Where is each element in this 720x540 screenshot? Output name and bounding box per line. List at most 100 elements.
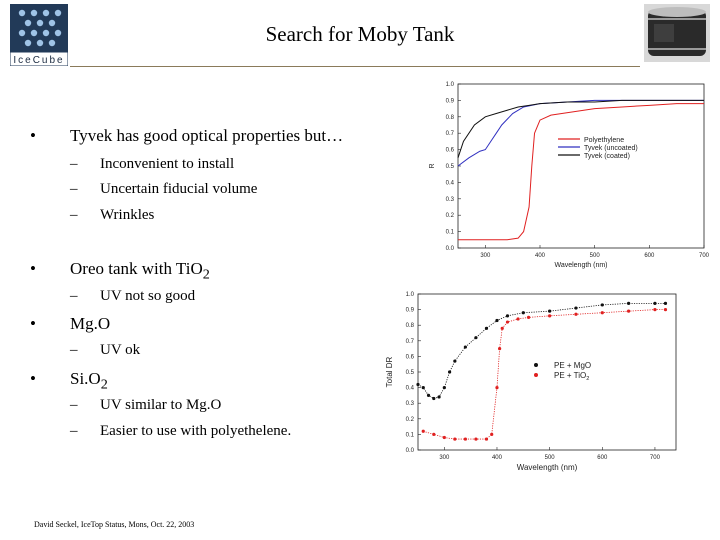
data-point [600, 311, 604, 315]
plot-frame [417, 293, 677, 451]
data-point [437, 395, 441, 399]
tank-photo [644, 4, 710, 62]
x-tick-label: 400 [535, 253, 546, 259]
data-point [453, 437, 457, 441]
svg-text:IceCube: IceCube [13, 55, 64, 66]
y-tick-label: 0.6 [446, 148, 455, 154]
data-point [442, 386, 446, 390]
bullet-dot: • [30, 126, 36, 145]
data-point [432, 396, 436, 401]
data-point [426, 393, 431, 397]
legend-entry: PE + TiO2 [554, 371, 589, 382]
x-tick-label: 500 [590, 253, 601, 259]
data-point [421, 386, 425, 390]
data-point [432, 432, 436, 436]
total-dr-chart: 0.0 0.1 0.2 0.3 0.4 0.5 0.6 0.7 0.8 0.9 1.0 300 400 5… [382, 288, 682, 484]
bullet-label: Oreo tank with TiO2 [70, 259, 210, 283]
data-point [490, 432, 494, 436]
y-tick-label: 0.4 [446, 180, 455, 186]
y-tick-label: 0.8 [446, 115, 455, 121]
y-tick-label: 0.7 [406, 339, 415, 345]
y-tick-label: 0.5 [446, 164, 455, 170]
y-axis-label: R [429, 163, 436, 168]
y-tick-label: 0.4 [406, 386, 415, 392]
data-point [495, 386, 499, 390]
legend-entry: Tyvek (uncoated) [584, 145, 638, 152]
y-tick-label: 0.3 [406, 401, 415, 407]
data-point [663, 308, 668, 312]
y-tick-label: 0.7 [446, 131, 455, 137]
data-point [495, 318, 499, 323]
x-tick-label: 600 [644, 253, 655, 259]
y-tick-label: 0.1 [446, 230, 455, 236]
icecube-logo: IceCube [9, 4, 69, 67]
legend-entry: Polyethylene [584, 137, 624, 144]
slide-title: Search for Moby Tank [265, 22, 455, 46]
data-point [505, 314, 510, 318]
series-trace [417, 302, 666, 399]
data-point [521, 311, 525, 315]
y-tick-label: 0.1 [406, 432, 415, 438]
x-tick-label: 600 [597, 455, 608, 461]
x-tick-label: 300 [480, 253, 491, 259]
bullet-label: Mg.O [70, 314, 111, 333]
bullet-label: Si.O2 [70, 369, 108, 393]
y-tick-label: 0.9 [446, 98, 455, 104]
data-point [627, 301, 631, 305]
data-point [498, 347, 502, 351]
x-axis-label: Wavelength (nm) [554, 262, 607, 269]
plot-frame [457, 83, 705, 249]
x-tick-label: 300 [439, 455, 450, 461]
y-tick-label: 0.6 [406, 354, 415, 360]
y-tick-label: 0.0 [446, 246, 455, 252]
y-tick-label: 0.2 [406, 417, 415, 423]
x-tick-label: 400 [492, 455, 503, 461]
y-tick-label: 0.8 [406, 323, 415, 329]
data-point [663, 301, 668, 305]
legend-entry: PE + MgO [554, 361, 591, 370]
series-line [458, 103, 704, 241]
data-point [627, 309, 631, 313]
data-point [653, 308, 657, 312]
series-trace [423, 309, 666, 440]
data-point [653, 301, 657, 305]
y-tick-label: 1.0 [406, 292, 415, 298]
y-tick-label: 0.5 [406, 370, 415, 376]
data-point [484, 437, 489, 441]
x-axis-label: Wavelength (nm) [517, 463, 578, 472]
x-tick-label: 700 [699, 253, 710, 259]
data-point [453, 359, 457, 363]
x-tick-label: 500 [545, 455, 556, 461]
data-point [421, 429, 425, 433]
data-point [442, 435, 446, 440]
title-divider [70, 66, 640, 67]
y-tick-label: 1.0 [446, 82, 455, 88]
y-tick-label: 0.0 [406, 448, 415, 454]
data-point [500, 326, 504, 330]
bullet-label: Tyvek has good optical properties but… [70, 126, 344, 145]
data-point [474, 336, 478, 340]
data-point [574, 312, 578, 316]
data-point [416, 382, 420, 387]
legend-entry: Tyvek (coated) [584, 153, 630, 160]
data-point [548, 309, 552, 313]
series-line [457, 99, 704, 158]
data-point [447, 370, 452, 374]
data-point [474, 437, 478, 441]
data-point [526, 315, 531, 319]
y-axis-label: Total DR [385, 356, 394, 387]
data-point [505, 320, 510, 324]
x-tick-label: 700 [650, 455, 661, 461]
y-tick-label: 0.3 [446, 197, 455, 203]
y-tick-label: 0.9 [406, 308, 415, 314]
legend-swatch [534, 373, 538, 377]
data-point [600, 303, 604, 307]
reflectance-chart-tyvek: 0.0 0.1 0.2 0.3 0.4 0.5 0.6 0.7 0.8 0.9 1.0 300 400 5… [422, 76, 720, 276]
data-point [463, 437, 467, 441]
data-point [484, 326, 489, 330]
data-point [548, 314, 552, 318]
data-point [516, 317, 520, 321]
data-point [574, 306, 578, 310]
slide-footer: David Seckel, IceTop Status, Mons, Oct. … [34, 520, 195, 529]
legend-swatch [534, 363, 538, 367]
